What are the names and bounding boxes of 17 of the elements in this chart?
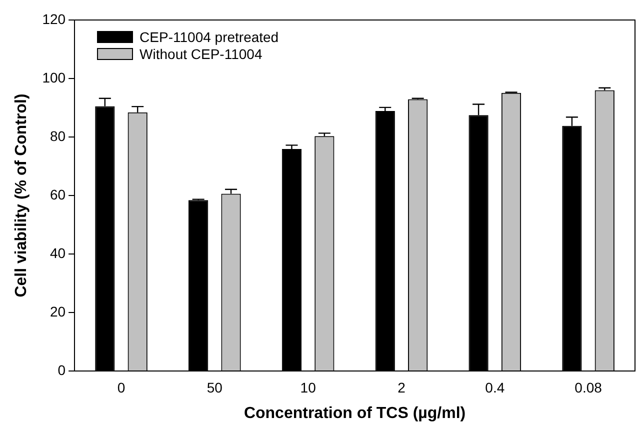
y-tick-label: 0 <box>58 362 66 378</box>
x-tick-label: 0 <box>117 379 126 396</box>
x-axis-title: Concentration of TCS (µg/ml) <box>244 404 466 422</box>
x-tick-label: 50 <box>206 379 223 396</box>
y-tick-label: 20 <box>50 303 66 320</box>
y-tick-label: 120 <box>42 10 66 27</box>
x-tick-label: 10 <box>300 379 316 396</box>
x-tick-label: 0.08 <box>574 379 602 396</box>
y-tick-label: 60 <box>50 186 66 202</box>
x-tick-label: 0.4 <box>485 379 505 396</box>
legend-label: Without CEP-11004 <box>140 46 262 62</box>
y-axis-title: Cell viability (% of Control) <box>13 94 30 298</box>
y-tick-label: 80 <box>50 128 66 144</box>
legend-label: CEP-11004 pretreated <box>140 28 279 44</box>
x-tick-label: 2 <box>398 379 406 396</box>
y-tick-label: 100 <box>42 69 66 86</box>
y-tick-label: 40 <box>50 244 66 261</box>
